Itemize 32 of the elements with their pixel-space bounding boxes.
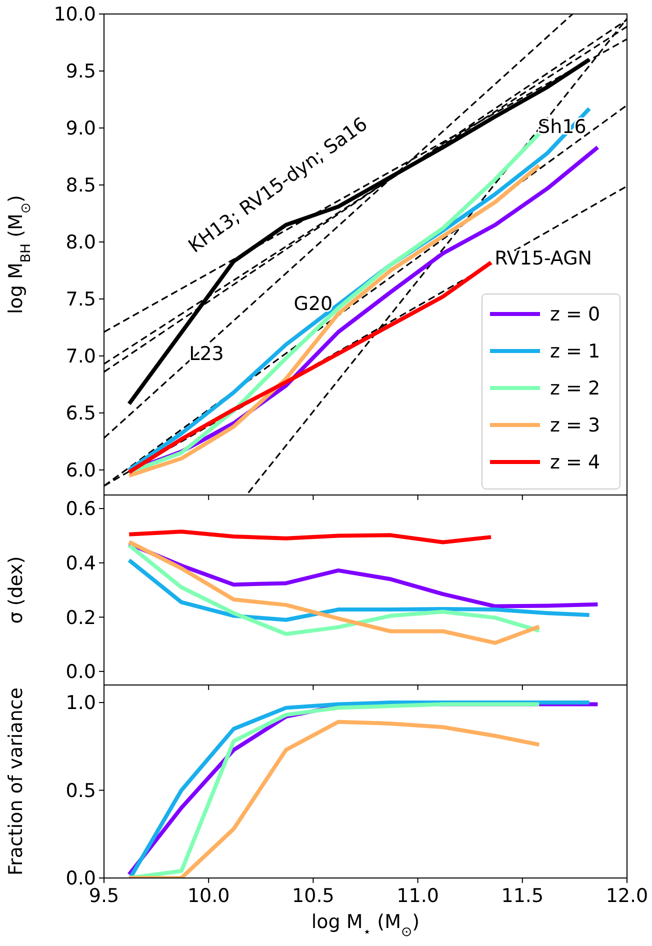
y-tick-label: 8.5	[66, 174, 96, 197]
x-tick-label: 12.0	[606, 885, 648, 907]
legend-label: z = 1	[550, 340, 600, 363]
y-tick-label: 6.5	[66, 402, 96, 425]
y-tick-label: 8.0	[66, 232, 96, 254]
annotation: L23	[189, 343, 224, 366]
y-tick-label: 7.5	[66, 288, 96, 311]
y-tick-label: 7.0	[66, 346, 96, 368]
y-tick-label: 10.0	[54, 4, 96, 26]
x-tick-label: 11.5	[501, 885, 544, 907]
y-tick-label: 0.6	[66, 498, 96, 520]
x-tick-label: 9.5	[88, 885, 120, 907]
legend-label: z = 2	[550, 378, 600, 400]
x-tick-label: 10.0	[187, 885, 230, 907]
legend-label: z = 4	[550, 452, 600, 474]
y-tick-label: 6.0	[66, 460, 96, 482]
y-tick-label: 9.5	[66, 60, 96, 83]
annotation: RV15-AGN	[494, 248, 592, 270]
y-tick-label: 0.2	[66, 606, 96, 629]
y-tick-label: 0.0	[66, 661, 96, 684]
y-tick-label: 0.4	[66, 552, 96, 575]
y-tick-label: 0.5	[66, 780, 96, 802]
y-tick-label: 9.0	[66, 118, 96, 140]
x-tick-label: 11.0	[396, 885, 439, 907]
x-tick-label: 10.5	[292, 885, 334, 907]
annotation: G20	[294, 293, 333, 316]
x-axis-title: log M$_{⋆}$ (M$_{⊙}$)	[311, 911, 420, 940]
legend-label: z = 3	[550, 414, 600, 437]
y-tick-label: 1.0	[66, 692, 96, 714]
y-axis-title: Fraction of variance	[5, 687, 27, 876]
y-axis-title: σ (dex)	[5, 556, 27, 624]
legend-label: z = 0	[550, 304, 600, 326]
